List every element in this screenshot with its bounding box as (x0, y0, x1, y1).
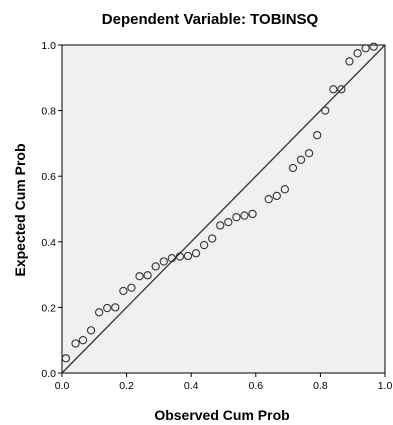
data-point (248, 209, 257, 219)
data-point (111, 303, 120, 312)
chart-title: Dependent Variable: TOBINSQ (102, 11, 319, 28)
data-point (224, 217, 233, 227)
y-tick-label: 0.0 (41, 368, 56, 380)
data-point (159, 257, 168, 266)
data-point (288, 163, 298, 173)
data-point (240, 211, 249, 220)
data-point (61, 354, 71, 363)
data-point (208, 234, 217, 243)
x-tick-label: 0.6 (248, 380, 263, 392)
plot-area: 0.0 0.2 0.4 0.6 0.8 1.0 0.0 0.2 0.4 0.6 0.8 1.0 (41, 40, 392, 392)
data-point (345, 57, 354, 66)
data-point (232, 213, 241, 222)
x-axis-label: Observed Cum Prob (154, 407, 289, 423)
data-point (135, 272, 144, 281)
data-point (353, 49, 362, 58)
data-point (369, 42, 378, 51)
data-point (119, 286, 128, 296)
x-tick-label: 0.4 (184, 380, 199, 392)
data-point (329, 85, 338, 94)
data-point (175, 252, 185, 261)
data-point (272, 191, 281, 201)
y-tick-label: 0.8 (41, 106, 56, 118)
y-tick-label: 0.4 (41, 237, 56, 249)
data-point (361, 44, 370, 53)
data-point (127, 283, 136, 292)
data-point (304, 149, 314, 158)
y-tick-label: 0.2 (41, 302, 56, 314)
data-point (191, 249, 201, 258)
data-point (337, 85, 346, 94)
data-point (280, 185, 290, 194)
x-tick-label: 1.0 (378, 380, 393, 392)
data-point (86, 326, 96, 335)
data-point (199, 240, 209, 250)
data-point (143, 271, 152, 280)
data-point (94, 308, 104, 317)
data-point (313, 131, 322, 140)
data-point (264, 195, 273, 204)
data-point (78, 336, 88, 345)
data-point (167, 254, 176, 263)
reference-line (61, 44, 386, 374)
data-point (321, 106, 330, 115)
data-point (296, 155, 306, 164)
x-tick-label: 0.2 (119, 380, 134, 392)
x-tick-label: 0.8 (313, 380, 328, 392)
data-point (216, 221, 225, 230)
data-point (151, 262, 160, 271)
y-axis-label: Expected Cum Prob (12, 143, 28, 276)
x-tick-label: 0.0 (55, 380, 70, 392)
data-point (183, 251, 193, 261)
data-point (71, 339, 80, 348)
data-point (103, 303, 112, 313)
y-tick-label: 0.6 (41, 171, 56, 183)
y-tick-label: 1.0 (41, 40, 56, 52)
